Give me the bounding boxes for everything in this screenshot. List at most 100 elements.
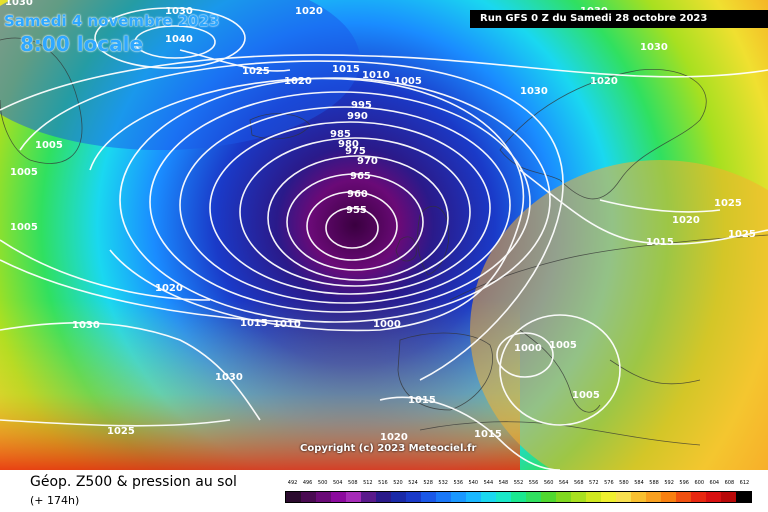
- isobar-label: 1010: [273, 319, 301, 330]
- isobar-1030-north: [94, 7, 246, 69]
- legend-swatch: [376, 492, 391, 502]
- isobar-975: [239, 137, 471, 287]
- legend-label: 508: [348, 480, 358, 486]
- legend-label: 556: [528, 480, 539, 486]
- legend-swatch: [421, 492, 436, 502]
- isobar-label: 1020: [380, 432, 408, 443]
- legend-label: 600: [694, 480, 705, 486]
- legend-swatch: [706, 492, 721, 502]
- isobar-label: 1020: [590, 76, 618, 87]
- isobar-985: [179, 106, 511, 304]
- color-legend: [285, 491, 752, 503]
- legend-label: 540: [468, 480, 479, 486]
- legend-label: 520: [393, 480, 403, 486]
- weather-map: 1030 1040 1030 1020 1025 1020 1015 1010 …: [0, 0, 768, 470]
- legend-swatch: [586, 492, 601, 502]
- isobar-label: 1030: [5, 0, 33, 8]
- isobar-label: 970: [357, 156, 378, 167]
- isobar-label: 1020: [295, 6, 323, 17]
- field-title: Géop. Z500 & pression au sol: [30, 474, 237, 490]
- northwest-cold-area: [0, 0, 360, 150]
- isobar-label: 1020: [155, 283, 183, 294]
- isobar-955: [325, 207, 379, 249]
- isobar-980: [209, 121, 491, 295]
- isobar-1030: [0, 322, 261, 421]
- legend-swatch: [391, 492, 406, 502]
- legend-swatch: [511, 492, 526, 502]
- legend-label: 560: [543, 480, 554, 486]
- legend-swatch: [616, 492, 631, 502]
- isobar-label: 1040: [165, 34, 193, 45]
- isobar-1000: [89, 77, 525, 332]
- isobar-965: [286, 173, 424, 271]
- isobar-1005: [19, 60, 564, 381]
- legend-swatch: [661, 492, 676, 502]
- scandinavia-coast: [499, 68, 707, 200]
- legend-label: 536: [453, 480, 464, 486]
- isobar-label: 1005: [572, 390, 600, 401]
- legend-label: 572: [589, 480, 599, 486]
- legend-swatch: [631, 492, 646, 502]
- isobar-label: 990: [347, 111, 368, 122]
- isobar-label: 1025: [728, 229, 756, 240]
- isobar-label: 1025: [107, 426, 135, 437]
- legend-label: 576: [604, 480, 614, 486]
- legend-label: 568: [573, 480, 584, 486]
- legend-swatch: [436, 492, 451, 502]
- isobar-label: 1015: [408, 395, 436, 406]
- legend-label: 588: [649, 480, 659, 486]
- isobar-label: 1000: [514, 343, 542, 354]
- map-footer: Géop. Z500 & pression au sol (+ 174h) 49…: [0, 470, 768, 512]
- legend-label: 528: [423, 480, 433, 486]
- isobar-label: 1005: [10, 167, 38, 178]
- isobar-label: 1010: [362, 70, 390, 81]
- legend-label: 516: [378, 480, 388, 486]
- isobar-label: 1015: [240, 318, 268, 329]
- isobar-label: 955: [346, 205, 367, 216]
- isobar-1005-europe: [499, 314, 621, 426]
- isobar-1015: [0, 169, 768, 323]
- legend-label: 496: [302, 480, 313, 486]
- isobar-label: 1025: [714, 198, 742, 209]
- isobar-960: [306, 191, 398, 261]
- legend-labels: 492 496 500 504 508 512 516 520 524 528 532 536 540 5…: [285, 480, 752, 490]
- isobar-label: 995: [351, 100, 372, 111]
- isobar-1010: [0, 54, 768, 111]
- isobar-1040: [134, 25, 216, 59]
- isobar-label: 1015: [474, 429, 502, 440]
- legend-swatch: [346, 492, 361, 502]
- british-isles-coast: [417, 205, 450, 276]
- ireland-coast: [395, 236, 417, 262]
- model-run-label: Run GFS 0 Z du Samedi 28 octobre 2023: [470, 10, 768, 28]
- isobar-label: 1000: [373, 319, 401, 330]
- isobar-970: [267, 155, 449, 281]
- isobar-label: 985: [330, 129, 351, 140]
- greenland-coast: [0, 37, 83, 164]
- isobar-label: 1030: [72, 320, 100, 331]
- land-outlines: [0, 37, 768, 446]
- legend-label: 500: [317, 480, 328, 486]
- geopotential-field: 1030 1040 1030 1020 1025 1020 1015 1010 …: [0, 0, 768, 470]
- legend-swatch: [646, 492, 661, 502]
- isobar-label: 1020: [284, 76, 312, 87]
- legend-swatch: [526, 492, 541, 502]
- legend-label: 612: [739, 480, 750, 486]
- legend-swatch: [451, 492, 466, 502]
- isobar-1020: [0, 199, 721, 301]
- legend-label: 492: [287, 480, 298, 486]
- isobar-1025: [0, 49, 291, 427]
- legend-label: 580: [619, 480, 629, 486]
- isobar-1015-south: [379, 396, 561, 470]
- isobar-990: [149, 91, 531, 313]
- isobar-label: 975: [345, 146, 366, 157]
- legend-swatch: [601, 492, 616, 502]
- field-south-warm: [0, 300, 520, 470]
- legend-label: 552: [513, 480, 524, 486]
- legend-swatch: [721, 492, 736, 502]
- legend-label: 544: [483, 480, 494, 486]
- isobar-label: 1005: [35, 140, 63, 151]
- isobar-label: 1015: [332, 64, 360, 75]
- copyright-text: Copyright (c) 2023 Meteociel.fr: [300, 443, 477, 454]
- legend-label: 596: [679, 480, 689, 486]
- legend-label: 524: [408, 480, 418, 486]
